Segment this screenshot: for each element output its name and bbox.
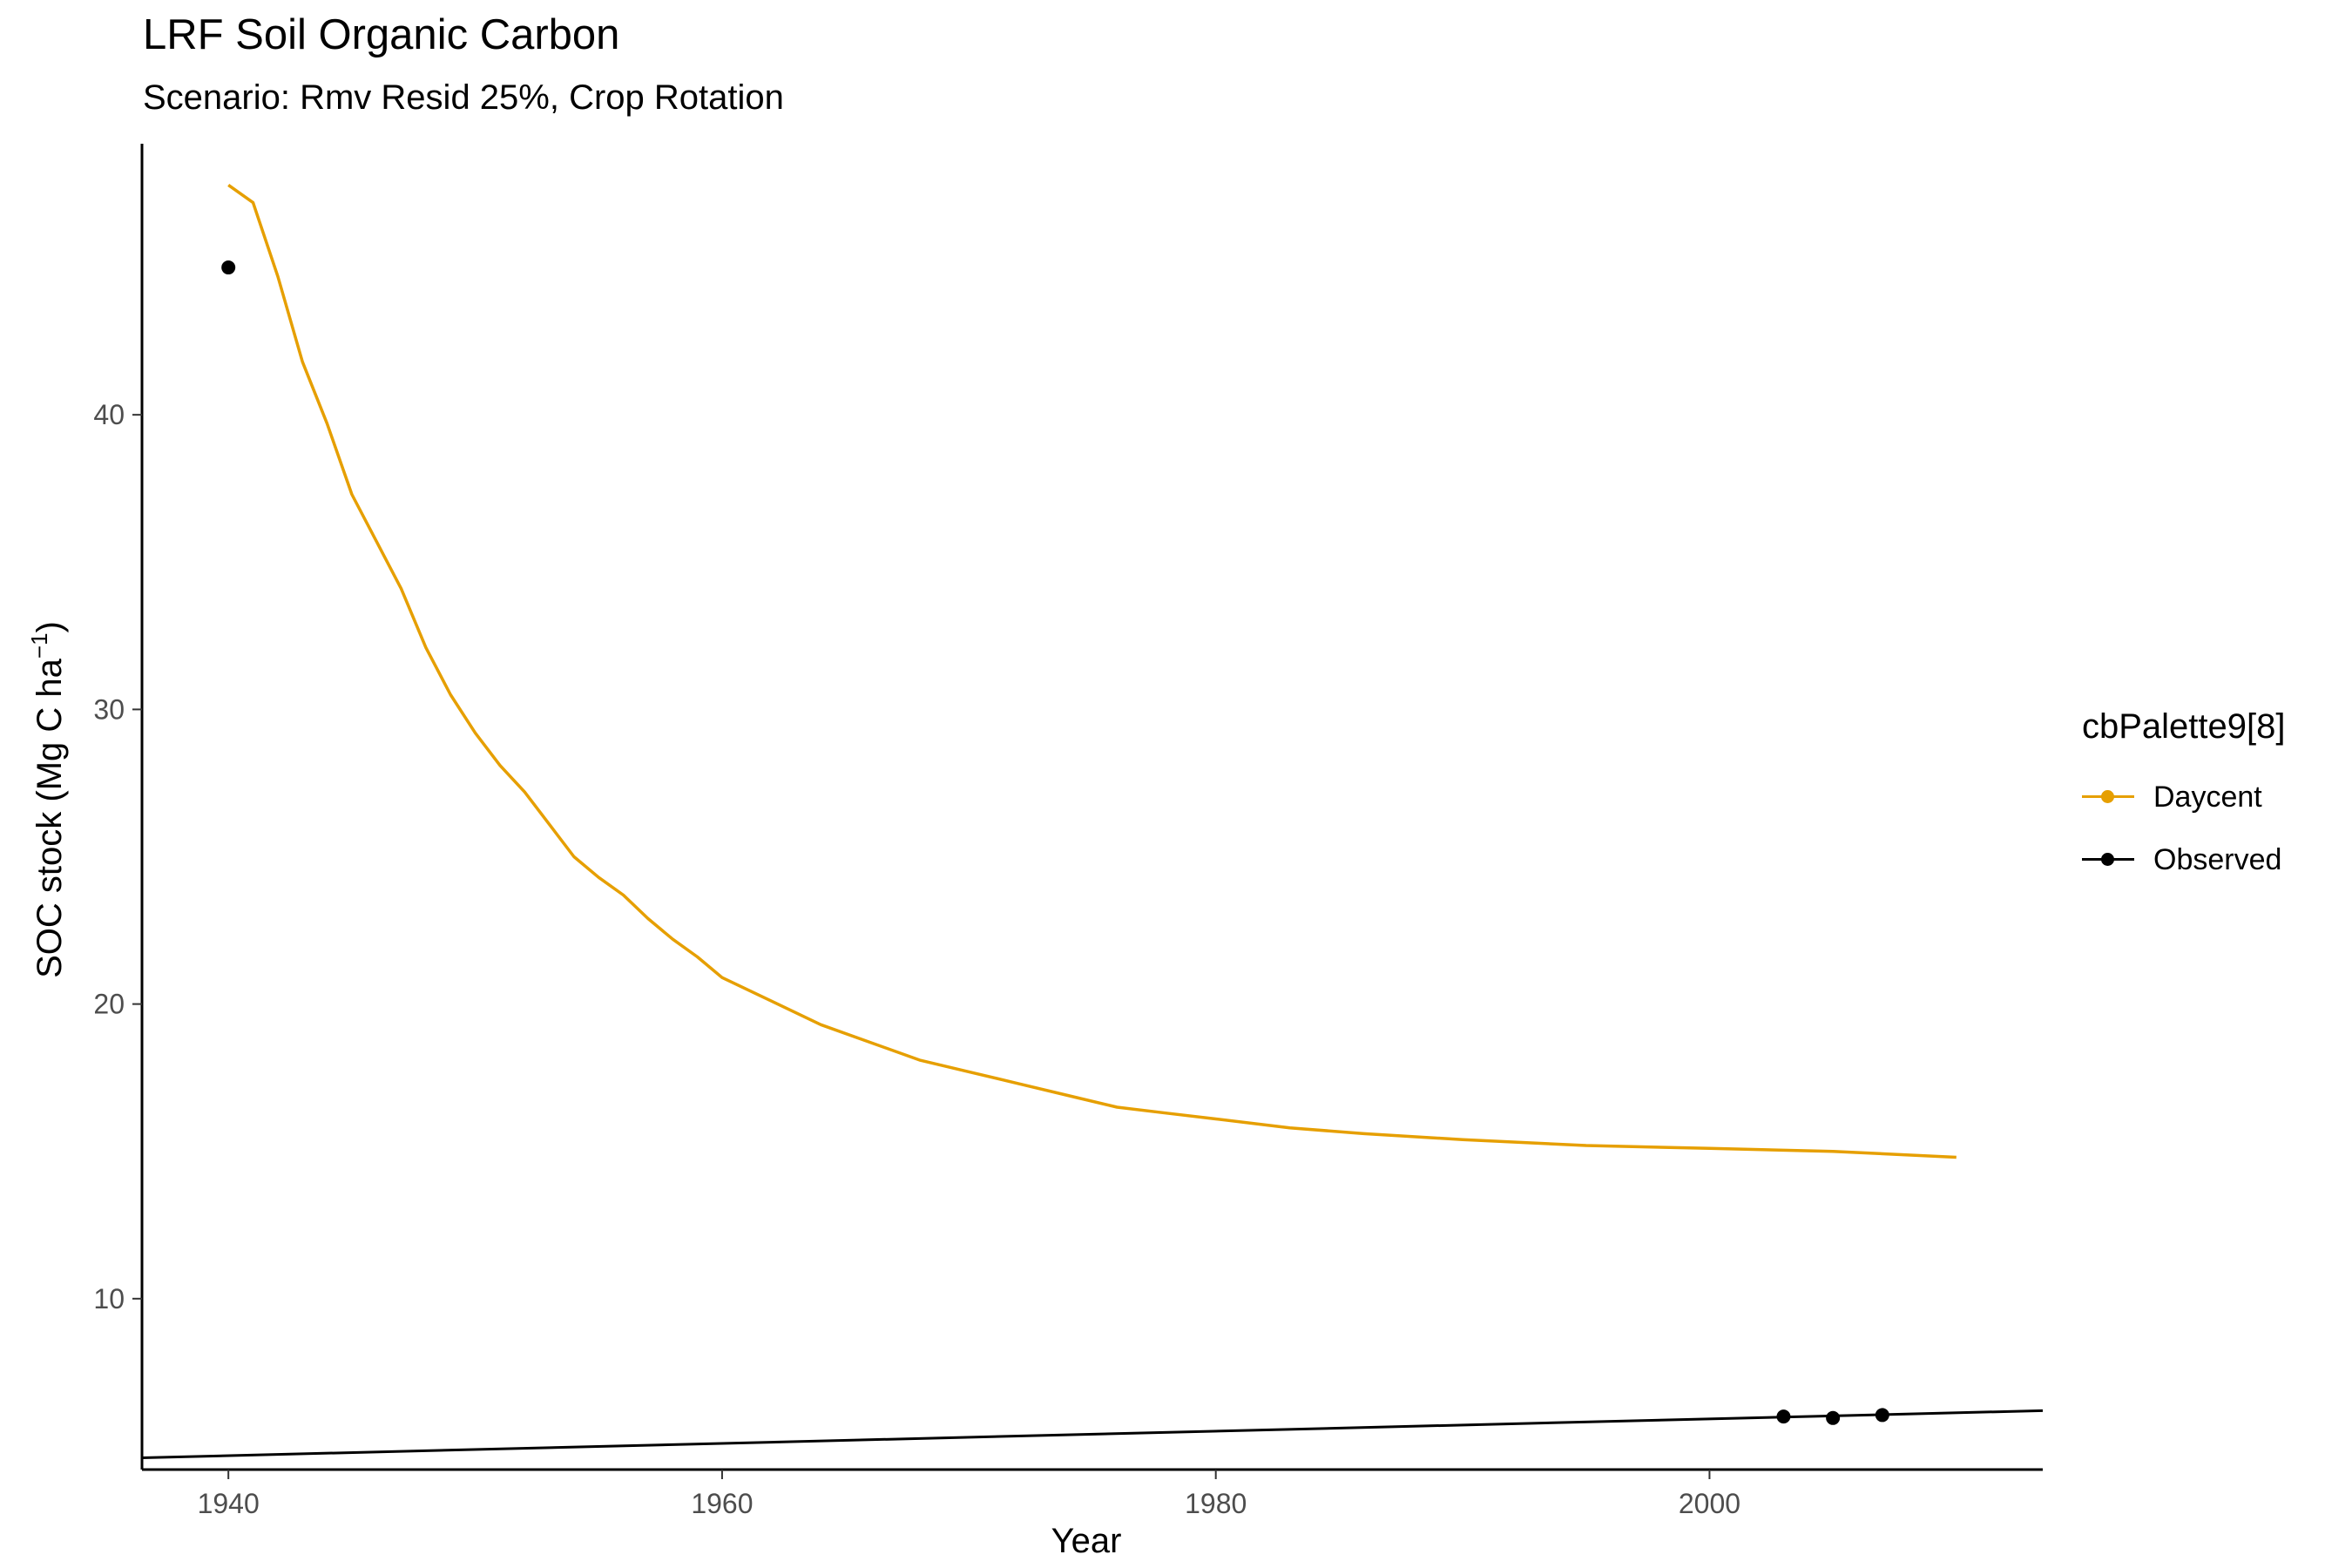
- y-axis-title-text: SOC stock (Mg C ha: [30, 658, 69, 978]
- series-line-daycent: [227, 183, 1957, 1159]
- data-point-observed: [221, 260, 236, 275]
- legend-key-daycent: [2082, 766, 2134, 828]
- y-axis-title: SOC stock (Mg C ha−1): [26, 621, 69, 978]
- y-axis-title-close: ): [30, 621, 69, 632]
- data-point-observed: [1875, 1408, 1889, 1423]
- data-point-observed: [1826, 1410, 1841, 1425]
- y-tick-label: 40: [93, 399, 125, 430]
- chart-marks: [141, 183, 2044, 1459]
- legend-label-observed: Observed: [2153, 842, 2282, 876]
- axes: 1940 1960 1980 2000 10 20 30 40: [93, 144, 2043, 1519]
- legend-title: cbPalette9[8]: [2082, 707, 2286, 746]
- legend: cbPalette9[8] Daycent Observed: [2082, 707, 2286, 891]
- data-point-observed: [1776, 1409, 1791, 1424]
- legend-label-daycent: Daycent: [2153, 780, 2262, 814]
- chart-subtitle: Scenario: Rmv Resid 25%, Crop Rotation: [143, 78, 784, 117]
- chart-title: LRF Soil Organic Carbon: [143, 11, 620, 58]
- legend-item-daycent: Daycent: [2082, 766, 2286, 828]
- legend-item-observed: Observed: [2082, 828, 2286, 891]
- x-tick-label: 1960: [691, 1488, 753, 1519]
- x-axis-title: Year: [1051, 1522, 1122, 1560]
- y-tick-label: 10: [93, 1283, 125, 1315]
- y-tick-label: 20: [93, 989, 125, 1020]
- x-tick-label: 1940: [198, 1488, 260, 1519]
- y-tick-label: 30: [93, 693, 125, 725]
- legend-dot-observed: [2101, 853, 2114, 866]
- legend-key-observed: [2082, 828, 2134, 891]
- x-tick-label: 1980: [1185, 1488, 1247, 1519]
- x-tick-label: 2000: [1679, 1488, 1740, 1519]
- legend-dot-daycent: [2101, 790, 2114, 803]
- observed-trend-line: [141, 1409, 2044, 1459]
- y-axis-title-sup: −1: [26, 632, 52, 659]
